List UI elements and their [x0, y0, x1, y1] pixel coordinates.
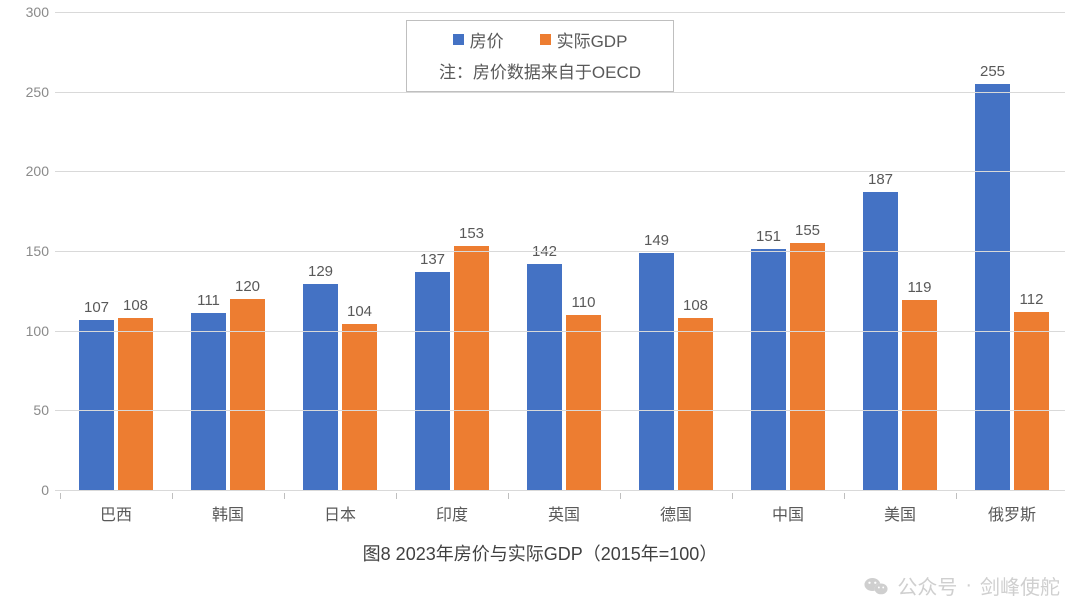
y-tick-label: 0 [9, 482, 49, 498]
bar-value-label: 112 [1020, 291, 1044, 308]
bar: 153 [454, 246, 489, 490]
y-tick-label: 100 [9, 323, 49, 339]
bar-value-label: 119 [908, 279, 932, 296]
x-tick-mark [620, 493, 621, 499]
bar: 255 [975, 84, 1010, 490]
bar: 107 [79, 320, 114, 490]
y-tick-label: 250 [9, 84, 49, 100]
watermark-name: 剑峰使舵 [980, 571, 1060, 600]
x-tick-label: 美国 [884, 501, 916, 525]
bar: 120 [230, 299, 265, 490]
bar-value-label: 107 [84, 299, 109, 316]
legend-label: 实际GDP [557, 27, 628, 52]
bar-value-label: 153 [459, 225, 484, 242]
bar: 129 [303, 284, 338, 490]
bar: 111 [191, 313, 226, 490]
x-tick-mark [732, 493, 733, 499]
x-tick-mark [508, 493, 509, 499]
legend-swatch [453, 34, 464, 45]
legend-item: 实际GDP [540, 27, 628, 52]
gridline [55, 331, 1065, 332]
x-tick-mark [396, 493, 397, 499]
legend-note: 注：房价数据来自于OECD [417, 58, 663, 83]
x-tick-mark [956, 493, 957, 499]
x-tick-label: 俄罗斯 [988, 501, 1036, 525]
bar: 151 [751, 249, 786, 490]
bar-value-label: 111 [197, 292, 220, 309]
x-tick-mark [172, 493, 173, 499]
legend-label: 房价 [470, 27, 504, 52]
x-tick-label: 日本 [324, 501, 356, 525]
bar-value-label: 120 [235, 278, 260, 295]
bar: 155 [790, 243, 825, 490]
bar: 149 [639, 253, 674, 490]
x-tick-label: 巴西 [100, 501, 132, 525]
watermark: 公众号 · 剑峰使舵 [863, 571, 1060, 600]
gridline [55, 12, 1065, 13]
bar-value-label: 187 [868, 171, 893, 188]
legend-item: 房价 [453, 27, 504, 52]
bar-value-label: 104 [347, 303, 372, 320]
chart-container: 1071081111201291041371531421101491081511… [0, 0, 1080, 608]
bar-value-label: 108 [683, 297, 708, 314]
x-tick-mark [844, 493, 845, 499]
bar-value-label: 137 [420, 251, 445, 268]
x-tick-label: 德国 [660, 501, 692, 525]
bar-value-label: 110 [572, 294, 596, 311]
watermark-prefix: 公众号 [897, 571, 957, 600]
bar: 108 [118, 318, 153, 490]
bar: 110 [566, 315, 601, 490]
x-tick-mark [60, 493, 61, 499]
y-tick-label: 50 [9, 402, 49, 418]
x-tick-label: 韩国 [212, 501, 244, 525]
gridline [55, 251, 1065, 252]
x-tick-label: 中国 [772, 501, 804, 525]
bar: 137 [415, 272, 450, 490]
legend-swatch [540, 34, 551, 45]
gridline [55, 171, 1065, 172]
x-tick-mark [284, 493, 285, 499]
wechat-icon [863, 573, 889, 599]
legend: 房价 实际GDP 注：房价数据来自于OECD [406, 20, 674, 92]
bar-value-label: 155 [795, 222, 820, 239]
bar: 108 [678, 318, 713, 490]
y-tick-label: 300 [9, 4, 49, 20]
bar: 119 [902, 300, 937, 490]
bar: 187 [863, 192, 898, 490]
gridline [55, 490, 1065, 491]
bar: 142 [527, 264, 562, 490]
gridline [55, 410, 1065, 411]
watermark-separator: · [965, 574, 972, 597]
bar: 104 [342, 324, 377, 490]
chart-caption: 图8 2023年房价与实际GDP（2015年=100） [0, 540, 1080, 566]
y-tick-label: 150 [9, 243, 49, 259]
x-tick-label: 印度 [436, 501, 468, 525]
x-tick-label: 英国 [548, 501, 580, 525]
legend-row: 房价 实际GDP [417, 27, 663, 52]
bar-value-label: 149 [644, 232, 669, 249]
bar-value-label: 108 [123, 297, 148, 314]
bar-value-label: 129 [308, 263, 333, 280]
bar-value-label: 151 [756, 228, 781, 245]
x-axis-labels: 巴西 韩国 日本 印度 英国 德国 中国 美国 俄罗斯 [55, 493, 1065, 523]
bar: 112 [1014, 312, 1049, 490]
bar-value-label: 255 [980, 63, 1005, 80]
y-tick-label: 200 [9, 163, 49, 179]
